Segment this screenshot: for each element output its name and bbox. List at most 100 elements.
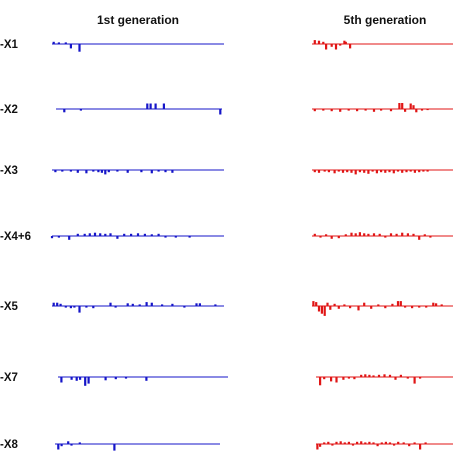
track-bar xyxy=(378,233,381,236)
track-bar xyxy=(364,442,367,444)
track-bar xyxy=(335,377,338,383)
track-bar xyxy=(339,44,342,46)
track-bar xyxy=(325,234,328,236)
track-bar xyxy=(319,377,322,386)
track-bar xyxy=(372,442,375,444)
track-bar xyxy=(353,377,356,380)
track-bar xyxy=(143,233,146,236)
track-bar xyxy=(198,303,201,307)
track-bar xyxy=(50,236,54,239)
track-bar xyxy=(104,233,107,236)
track-bar xyxy=(64,306,67,308)
track-bar xyxy=(405,170,408,173)
track-bar xyxy=(322,41,325,44)
track-bar xyxy=(419,444,422,450)
track-bar xyxy=(219,109,222,115)
track-bar xyxy=(54,170,57,173)
track-bar xyxy=(349,306,352,309)
track-bar xyxy=(59,303,62,306)
track-bar xyxy=(157,233,160,236)
track-bar xyxy=(88,233,91,237)
track-panels xyxy=(50,40,453,451)
track-bar xyxy=(396,170,400,172)
track-bar xyxy=(92,306,95,309)
track-bar xyxy=(349,44,352,49)
track-bar xyxy=(150,170,153,174)
track-bar xyxy=(356,441,359,444)
track-bar xyxy=(440,304,443,306)
track-bar xyxy=(363,233,366,237)
track-bar xyxy=(393,444,396,446)
track-bar xyxy=(161,304,164,306)
track-bar xyxy=(356,109,359,112)
track-bar xyxy=(325,44,328,50)
track-bar xyxy=(429,236,432,238)
track-bar xyxy=(358,232,361,236)
track-bar xyxy=(319,236,322,238)
track-bar xyxy=(368,374,371,377)
track-panel xyxy=(312,103,453,113)
track-bar xyxy=(343,304,346,306)
track-bar xyxy=(360,374,363,377)
track-bar xyxy=(130,233,133,236)
track-panel xyxy=(312,301,453,316)
track-bar xyxy=(322,109,325,111)
track-bar xyxy=(57,236,60,238)
track-bar xyxy=(339,109,342,112)
track-bar xyxy=(418,170,421,173)
track-bar xyxy=(343,40,346,44)
track-panel xyxy=(316,374,453,386)
track-bar xyxy=(367,233,370,236)
track-bar xyxy=(375,170,378,174)
track-bar xyxy=(52,302,55,306)
track-panel xyxy=(50,232,224,240)
track-bar xyxy=(323,377,326,380)
track-bar xyxy=(337,170,340,172)
track-bar xyxy=(418,236,421,240)
track-bar xyxy=(313,233,316,236)
track-bar xyxy=(411,306,414,309)
track-bar xyxy=(327,441,330,444)
track-bar xyxy=(372,375,375,377)
track-bar xyxy=(389,233,393,237)
track-bar xyxy=(326,302,329,306)
track-bar xyxy=(395,233,398,236)
track-bar xyxy=(78,44,81,52)
track-bar xyxy=(183,306,186,308)
track-bar xyxy=(341,170,345,173)
track-bar xyxy=(69,44,72,49)
track-bar xyxy=(330,236,333,239)
track-bar xyxy=(363,302,366,306)
track-bar xyxy=(327,170,330,173)
track-bar xyxy=(154,103,157,109)
track-bar xyxy=(174,236,177,238)
track-bar xyxy=(343,442,346,444)
track-bar xyxy=(419,377,422,379)
track-bar xyxy=(116,170,119,172)
track-bar xyxy=(79,377,82,380)
track-bar xyxy=(330,377,333,382)
track-bar xyxy=(114,306,117,308)
track-bar xyxy=(422,170,425,172)
track-bar xyxy=(315,302,318,306)
track-bar xyxy=(313,40,316,44)
track-bar xyxy=(313,170,316,173)
track-bar xyxy=(399,301,402,307)
track-bar xyxy=(435,303,438,307)
track-bar xyxy=(319,444,322,447)
track-bar xyxy=(333,170,336,174)
track-bar xyxy=(60,377,63,383)
track-bar xyxy=(69,306,72,309)
track-bar xyxy=(380,109,383,111)
track-bar xyxy=(312,301,315,307)
track-bar xyxy=(93,232,97,236)
track-bar xyxy=(360,441,363,445)
track-bar xyxy=(396,301,400,307)
track-panel xyxy=(56,103,222,115)
track-bar xyxy=(164,170,167,173)
track-bar xyxy=(344,41,347,44)
track-bar xyxy=(409,170,412,172)
column-title-5th-generation: 5th generation xyxy=(344,13,427,27)
track-bar xyxy=(432,302,435,306)
track-bar xyxy=(140,170,143,173)
